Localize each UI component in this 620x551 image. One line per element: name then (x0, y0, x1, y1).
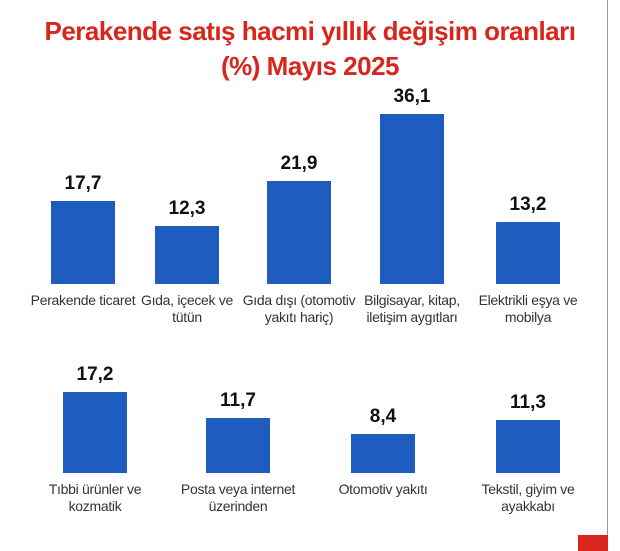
value-label: 11,7 (220, 390, 256, 411)
bar (380, 114, 444, 284)
bar (206, 418, 270, 473)
bar (351, 433, 415, 473)
value-label: 12,3 (168, 198, 206, 220)
category-label: Posta veya internet üzerinden (180, 481, 296, 514)
value-label: 17,2 (76, 364, 114, 386)
value-label: 17,7 (64, 172, 102, 194)
category-label: Tıbbi ürünler ve kozmatik (48, 481, 142, 514)
frame-edge (607, 0, 608, 551)
value-label: 21,9 (280, 153, 318, 175)
category-label: Perakende ticaret (30, 292, 136, 308)
bar (496, 221, 560, 284)
category-label: Bilgisayar, kitap, iletişim aygıtları (364, 292, 460, 325)
chart-title: Perakende satış hacmi yıllık değişim ora… (44, 16, 576, 81)
value-label: 11,3 (510, 391, 546, 413)
value-label: 13,2 (509, 193, 547, 215)
category-label: Tekstil, giyim ve ayakkabı (481, 481, 575, 514)
bar (267, 181, 331, 284)
value-label: 36,1 (393, 86, 431, 108)
bar (155, 226, 219, 284)
bar (51, 200, 115, 284)
value-label: 8,4 (369, 405, 397, 427)
bar (63, 392, 127, 473)
category-label: Otomotiv yakıtı (338, 481, 428, 497)
bar (496, 419, 560, 473)
category-label: Gıda dışı (otomotiv yakıtı hariç) (242, 292, 356, 325)
category-label: Elektrikli eşya ve mobilya (478, 292, 578, 325)
category-label: Gıda, içecek ve tütün (141, 292, 233, 325)
logo (578, 535, 608, 551)
